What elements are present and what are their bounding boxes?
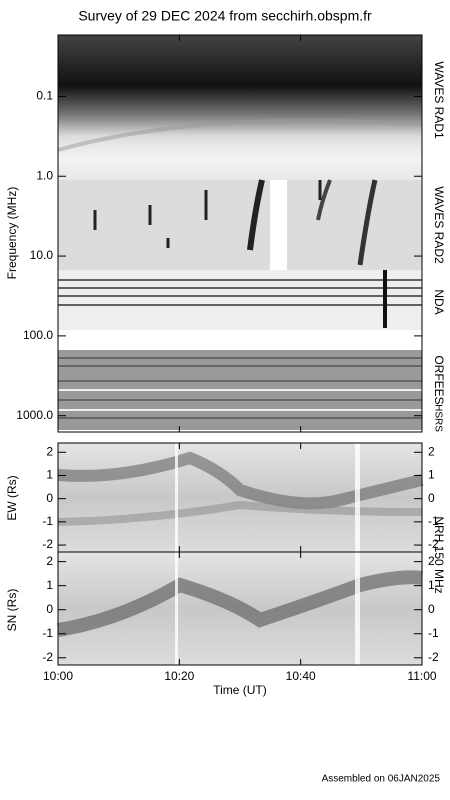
x-tick-label: 10:20: [164, 669, 194, 683]
y-tick-label: 1000.0: [16, 408, 53, 422]
y-tick-label: 0: [428, 602, 435, 616]
y-tick-label: 100.0: [23, 328, 53, 342]
y-tick-label: -2: [42, 537, 53, 551]
y-tick-label: 0.1: [36, 89, 53, 103]
y-tick-label: 1: [428, 578, 435, 592]
instrument-label: HSRS: [432, 404, 443, 432]
instrument-label: ORFEES: [432, 355, 446, 404]
y-tick-label: 0: [46, 602, 53, 616]
x-axis-label: Time (UT): [213, 683, 267, 697]
y-tick-label: 10.0: [30, 248, 54, 262]
y-tick-label: -2: [428, 650, 439, 664]
y-axis-label: SN (Rs): [5, 589, 19, 632]
y-tick-label: 1: [428, 468, 435, 482]
y-tick-label: 1.0: [36, 168, 53, 182]
instrument-label: WAVES RAD1: [432, 61, 446, 139]
y-tick-label: 2: [428, 554, 435, 568]
y-axis-label: EW (Rs): [5, 475, 19, 520]
y-tick-label: 2: [46, 554, 53, 568]
y-tick-label: 1: [46, 578, 53, 592]
frame: [57, 34, 423, 433]
instrument-label: NDA: [432, 289, 446, 314]
y-tick-label: 2: [46, 444, 53, 458]
x-tick-label: 10:00: [43, 669, 73, 683]
y-tick-label: -1: [42, 626, 53, 640]
footer: Assembled on 06JAN2025: [322, 774, 441, 785]
y-tick-label: 0: [428, 491, 435, 505]
instrument-label: NRH 150 MHz: [432, 516, 446, 593]
y-tick-label: -2: [428, 537, 439, 551]
y-tick-label: -1: [428, 626, 439, 640]
y-tick-label: -2: [42, 650, 53, 664]
y-tick-label: 0: [46, 491, 53, 505]
y-tick-label: 2: [428, 444, 435, 458]
frame: [57, 551, 423, 666]
title: Survey of 29 DEC 2024 from secchirh.obsp…: [78, 8, 372, 24]
y-tick-label: -1: [42, 514, 53, 528]
y-tick-label: 1: [46, 468, 53, 482]
x-tick-label: 10:40: [286, 669, 316, 683]
instrument-label: WAVES RAD2: [432, 186, 446, 264]
y-tick-label: -1: [428, 514, 439, 528]
x-tick-label: 11:00: [407, 669, 436, 683]
y-axis-label: Frequency (MHz): [5, 187, 19, 280]
spectrogram-images: [56, 35, 424, 665]
